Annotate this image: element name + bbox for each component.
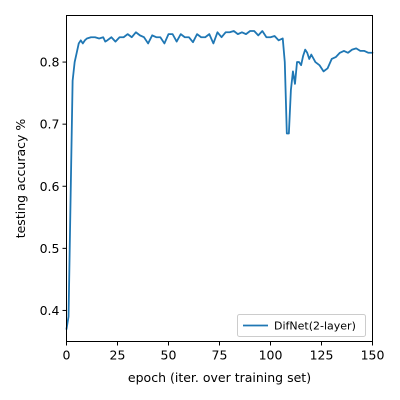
y-tick-label: 0.7: [40, 117, 60, 132]
ticks-layer: 0 25 50 75 100 125 150 0.4 0.5 0.6 0.7 0.8: [40, 55, 385, 363]
x-tick-label: 0: [63, 348, 71, 363]
legend-label-difnet-2-layer: DifNet(2-layer): [274, 320, 356, 333]
y-tick-label: 0.4: [40, 303, 60, 318]
x-axis-label: epoch (iter. over training set): [128, 370, 311, 385]
y-tick-label: 0.6: [40, 179, 60, 194]
plot-frame: [66, 15, 373, 342]
y-tick-label: 0.8: [40, 55, 60, 70]
legend: DifNet(2-layer): [237, 314, 366, 337]
legend-box: [237, 314, 366, 337]
x-tick-label: 150: [361, 348, 385, 363]
x-tick-label: 125: [310, 348, 334, 363]
x-tick-label: 75: [212, 348, 228, 363]
x-tick-label: 25: [110, 348, 126, 363]
series-line-0: [65, 30, 374, 330]
x-tick-label: 100: [259, 348, 283, 363]
series-layer: [65, 30, 374, 330]
x-tick-label: 50: [161, 348, 177, 363]
y-tick-label: 0.5: [40, 241, 60, 256]
y-axis-label: testing accuracy %: [13, 119, 28, 239]
